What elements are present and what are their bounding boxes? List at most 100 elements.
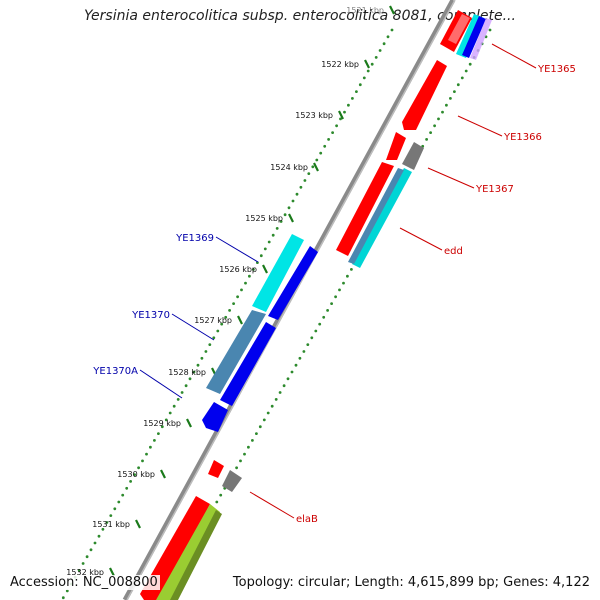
gc-dot <box>386 35 390 39</box>
cds-top-pink-feature[interactable] <box>470 18 492 60</box>
gene-leader-line <box>249 491 295 519</box>
gc-dot <box>113 507 117 511</box>
gc-dot <box>77 569 81 572</box>
gene-label-ye1366[interactable]: YE1366 <box>503 132 542 143</box>
cds-elab-grey-feature[interactable] <box>222 470 242 492</box>
gc-dot <box>303 179 307 182</box>
gene-label-edd[interactable]: edd <box>444 246 463 257</box>
gene-label-ye1367[interactable]: YE1367 <box>475 184 514 195</box>
gc-dot <box>339 117 342 121</box>
ruler-tick-mark <box>364 59 370 69</box>
gc-dot <box>331 131 334 135</box>
gc-dot <box>319 151 323 155</box>
gc-dot <box>247 445 250 449</box>
gene-label-ye1370a[interactable]: YE1370A <box>92 366 138 377</box>
gc-dot <box>267 240 271 244</box>
gene-leader-line <box>457 115 503 137</box>
cds-top-blue-feature[interactable] <box>462 16 486 58</box>
gc-dot <box>160 425 164 429</box>
gc-dot <box>295 192 299 196</box>
gene-leader-line <box>139 369 183 399</box>
gc-dot <box>370 62 374 66</box>
gc-dot <box>235 466 239 470</box>
cds-edd-feature[interactable] <box>336 162 394 256</box>
cds-ye1367-feature[interactable] <box>386 132 406 160</box>
cds-ye1367-grey-feature[interactable] <box>402 142 424 170</box>
gc-dot <box>464 69 468 73</box>
cds-ye1370-steel-feature[interactable] <box>206 310 266 394</box>
gc-dot <box>255 432 258 435</box>
cds-edd-steel-feature[interactable] <box>348 168 404 264</box>
cds-small-red-feature[interactable] <box>208 460 224 478</box>
gc-dot <box>212 336 216 340</box>
map-title: Yersinia enterocolitica subsp. enterocol… <box>84 8 516 24</box>
gc-dot <box>228 309 232 312</box>
gc-dot <box>322 315 326 319</box>
gc-dot <box>263 247 267 251</box>
gc-dot <box>262 418 266 422</box>
gc-dot <box>374 56 378 59</box>
gc-dot <box>196 363 200 367</box>
gc-dot <box>85 555 89 559</box>
cds-ye1365-highlight <box>448 14 470 44</box>
gc-dot <box>188 377 192 381</box>
cds-ye1370a-feature[interactable] <box>202 402 228 432</box>
gc-dot <box>390 28 394 32</box>
gene-label-elab[interactable]: elaB <box>296 514 318 525</box>
ruler-tick-label: 1526 kbp <box>219 265 257 274</box>
cds-ye1369-cyan-feature[interactable] <box>252 234 304 312</box>
gc-dot <box>215 500 219 504</box>
gc-dot <box>157 432 160 435</box>
ruler-tick-label: 1524 kbp <box>270 163 308 172</box>
cds-edd-cyan-feature[interactable] <box>352 168 412 268</box>
gc-dot <box>176 398 180 401</box>
gc-dot <box>232 302 236 305</box>
gc-dot <box>441 110 444 114</box>
gc-dot <box>243 452 246 456</box>
gene-leader-line <box>491 43 537 69</box>
ruler-tick-label: 1527 kbp <box>194 316 232 325</box>
gc-dot <box>216 329 220 333</box>
gene-leader-line <box>171 313 215 341</box>
gc-dot <box>208 343 212 346</box>
gc-dot <box>137 466 141 470</box>
gc-dot <box>282 384 286 388</box>
gc-dot <box>81 562 85 565</box>
gc-dot <box>266 411 270 415</box>
gc-dot <box>220 322 224 326</box>
gc-dot <box>274 398 278 401</box>
ruler-tick-mark <box>109 567 115 577</box>
gc-dot <box>335 124 338 128</box>
accession-text: Accession: NC_008800 <box>8 575 160 590</box>
cds-ye1366-feature[interactable] <box>402 60 447 130</box>
gc-dot <box>306 343 310 346</box>
ruler-tick-mark <box>186 418 192 428</box>
gene-leader-line <box>399 227 443 251</box>
gc-dot <box>425 138 428 141</box>
cds-green-shadow-feature[interactable] <box>170 510 222 600</box>
gc-dot <box>117 500 121 504</box>
gc-dot <box>351 97 354 100</box>
gene-label-ye1369[interactable]: YE1369 <box>175 233 214 244</box>
gc-dot <box>327 138 330 141</box>
cds-elab-feature[interactable] <box>140 496 210 600</box>
gc-content-track-outer <box>61 28 394 600</box>
gene-label-ye1370[interactable]: YE1370 <box>131 310 170 321</box>
gc-dot <box>145 452 148 456</box>
gc-dot <box>362 76 366 80</box>
gc-dot <box>338 288 341 292</box>
gc-dot <box>449 97 452 100</box>
cds-ye1370-feature[interactable] <box>220 322 276 406</box>
gc-dot <box>141 459 144 463</box>
gc-dot <box>180 391 184 394</box>
ruler-tick-mark <box>313 162 319 172</box>
gc-dot <box>259 254 263 258</box>
cds-ye1369-feature[interactable] <box>268 246 318 320</box>
gc-dot <box>153 439 156 442</box>
cds-green-feature[interactable] <box>156 504 220 600</box>
gc-dot <box>65 589 69 593</box>
gc-dot <box>382 42 386 46</box>
gc-dot <box>460 76 464 80</box>
gene-label-ye1365[interactable]: YE1365 <box>537 64 576 75</box>
